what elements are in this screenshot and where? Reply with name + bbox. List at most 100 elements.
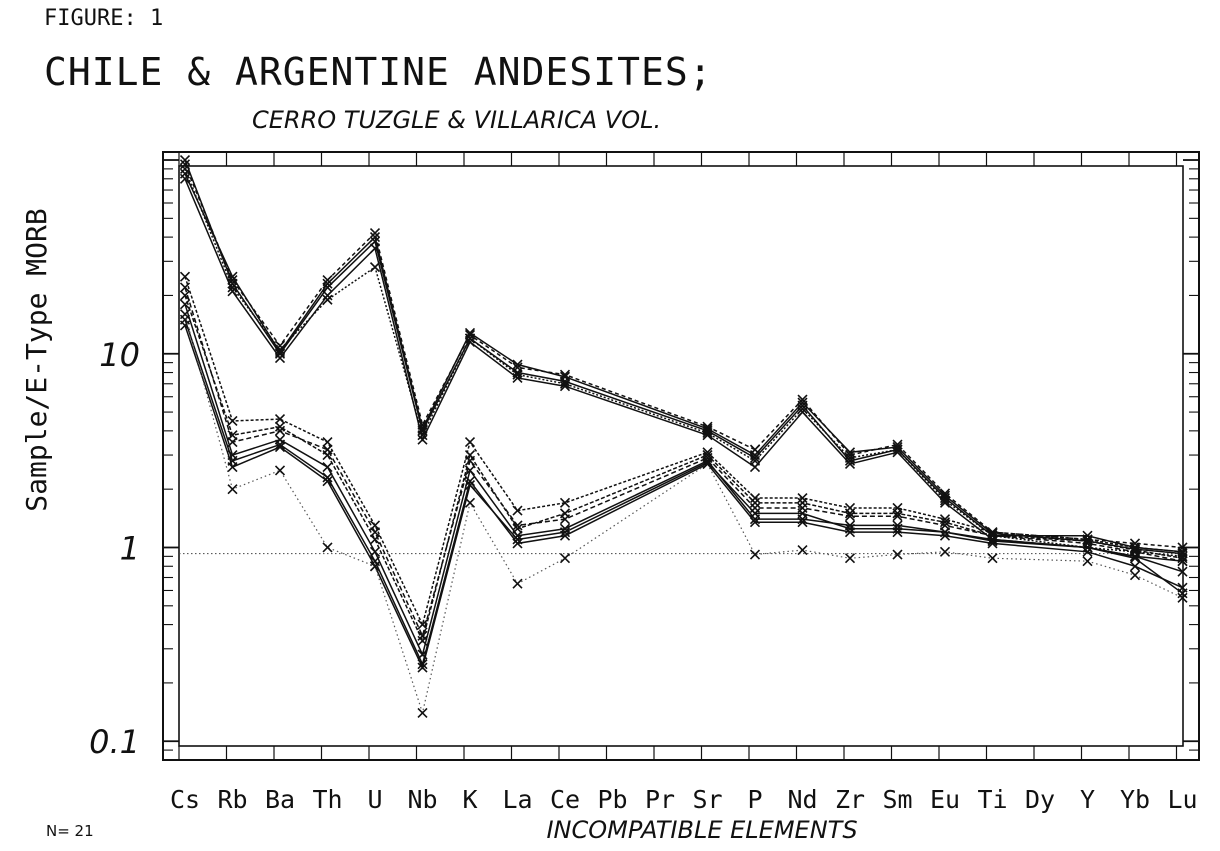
data-point-marker <box>939 546 951 557</box>
data-point-marker <box>749 452 761 463</box>
data-point-marker <box>464 437 476 448</box>
data-point-marker <box>322 437 333 448</box>
data-point-marker <box>274 465 286 476</box>
x-tick-label: Zr <box>835 785 865 814</box>
series-lower-10 <box>179 290 1188 646</box>
data-point-marker <box>464 479 476 491</box>
series-line <box>184 319 1183 667</box>
plot-inner-border <box>178 165 1184 747</box>
data-point-marker <box>797 492 808 504</box>
series-upper-3 <box>179 173 1188 567</box>
data-point-marker <box>559 497 571 508</box>
data-point-marker <box>464 327 476 339</box>
series-upper-1 <box>179 154 1188 557</box>
series-line <box>184 178 1183 562</box>
data-point-marker <box>322 294 333 305</box>
figure-label: FIGURE: 1 <box>44 6 164 31</box>
data-point-marker <box>417 619 428 630</box>
data-point-marker <box>417 707 428 718</box>
data-point-marker <box>227 430 238 441</box>
data-point-marker <box>227 271 238 282</box>
series-line <box>184 168 1183 558</box>
axis-layer: Cs Rb Ba Th U Nb K La Ce Pb Pr Sr P Nd Zr Sm Eu Ti Dy Y Yb Lu… <box>20 208 1198 844</box>
data-point-marker <box>844 511 856 522</box>
data-point-marker <box>227 286 238 297</box>
x-tick-label: Yb <box>1120 785 1150 814</box>
data-point-marker <box>322 290 333 301</box>
data-point-marker <box>702 458 713 469</box>
data-point-marker <box>417 662 428 673</box>
y-axis-label: Sample/E-Type MORB <box>20 208 53 511</box>
data-point-marker <box>512 359 523 370</box>
data-point-marker <box>559 508 571 519</box>
data-point-marker <box>369 262 381 273</box>
series-lower-11 <box>179 320 1188 673</box>
y-tick-label: 1 <box>120 529 140 567</box>
plot-border <box>162 151 1200 761</box>
data-point-marker <box>702 449 713 461</box>
data-point-marker <box>227 415 238 427</box>
data-point-marker <box>892 508 903 519</box>
data-point-marker <box>939 514 951 525</box>
data-point-marker <box>179 159 191 170</box>
x-tick-label: Eu <box>930 785 960 814</box>
data-point-marker <box>322 476 333 487</box>
data-point-marker <box>274 347 286 358</box>
data-point-marker <box>274 421 286 432</box>
data-point-marker <box>797 544 808 556</box>
x-axis-label: INCOMPATIBLE ELEMENTS <box>546 816 857 844</box>
data-point-marker <box>797 497 808 508</box>
series-line <box>184 295 1183 643</box>
data-point-marker <box>322 278 333 289</box>
x-tick-label: Pr <box>645 785 675 814</box>
data-point-marker <box>749 449 761 461</box>
series-line <box>184 276 1183 627</box>
data-point-marker <box>939 527 951 538</box>
data-point-marker <box>892 549 903 560</box>
data-point-marker <box>987 535 998 547</box>
data-point-marker <box>322 462 333 473</box>
data-point-marker <box>417 434 428 445</box>
data-point-marker <box>844 508 856 519</box>
data-point-marker <box>227 282 238 293</box>
data-point-marker <box>512 369 523 380</box>
data-point-marker <box>179 299 191 310</box>
x-tick-label: Rb <box>217 785 247 814</box>
series-line <box>184 287 1183 639</box>
data-point-marker <box>274 441 286 453</box>
series-lower-7 <box>179 299 1188 660</box>
data-point-marker <box>1177 548 1188 559</box>
data-point-marker <box>512 362 523 373</box>
data-point-marker <box>939 490 951 501</box>
data-point-marker <box>892 441 903 453</box>
data-point-marker <box>892 523 903 534</box>
data-point-marker <box>1129 553 1141 564</box>
data-point-marker <box>1082 542 1093 553</box>
data-point-marker <box>369 561 381 572</box>
data-point-marker <box>369 232 381 243</box>
data-point-marker <box>512 505 523 516</box>
x-tick-label: Nb <box>407 785 437 814</box>
data-point-marker <box>322 275 333 286</box>
data-point-marker <box>227 462 238 473</box>
data-point-marker <box>512 534 523 545</box>
data-point-marker <box>1082 534 1093 545</box>
series-upper-2 <box>179 159 1188 553</box>
data-point-marker <box>369 534 381 545</box>
data-point-marker <box>1177 592 1188 603</box>
data-point-marker <box>749 549 761 560</box>
data-point-marker <box>1129 561 1141 572</box>
data-point-marker <box>749 497 761 508</box>
data-point-marker <box>844 553 856 564</box>
data-point-marker <box>464 497 476 508</box>
x-tick-label: Nd <box>787 785 817 814</box>
data-point-marker <box>559 371 571 382</box>
x-tick-label: Ba <box>265 785 295 814</box>
x-tick-label: Ce <box>550 785 580 814</box>
data-point-marker <box>1082 556 1093 567</box>
data-point-marker <box>797 517 808 528</box>
data-point-marker <box>369 520 381 531</box>
x-tick-label: Dy <box>1025 785 1055 814</box>
data-point-marker <box>322 449 333 461</box>
data-point-marker <box>559 381 571 392</box>
